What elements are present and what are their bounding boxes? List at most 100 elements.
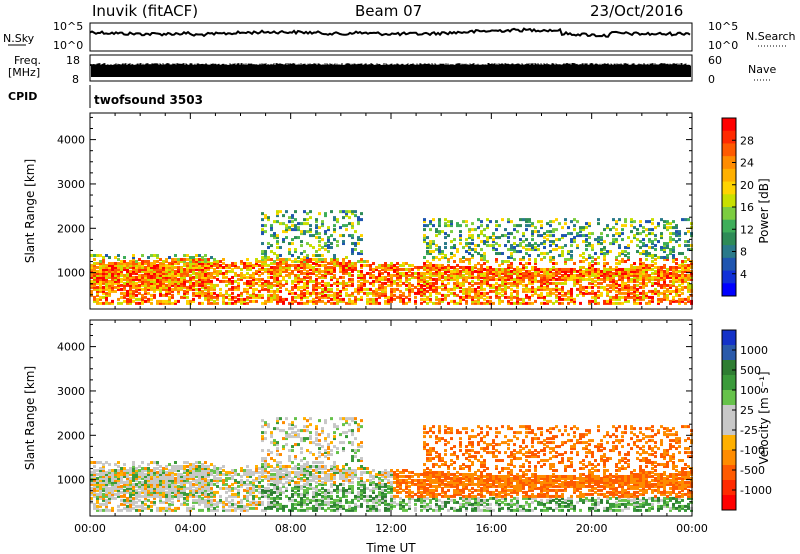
power-cell bbox=[153, 271, 156, 275]
power-cell bbox=[507, 271, 510, 275]
power-cell bbox=[483, 281, 486, 285]
power-cell bbox=[321, 283, 324, 287]
velocity-cell bbox=[129, 476, 132, 480]
velocity-cell bbox=[168, 492, 171, 496]
power-cell bbox=[306, 222, 309, 226]
power-cell bbox=[558, 222, 561, 226]
power-cell bbox=[465, 287, 468, 291]
velocity-cell bbox=[189, 480, 192, 484]
power-cell bbox=[198, 258, 201, 262]
power-cell bbox=[192, 265, 195, 269]
velocity-cell bbox=[261, 435, 264, 439]
power-cell bbox=[300, 277, 303, 281]
power-cell bbox=[483, 291, 486, 295]
velocity-cell bbox=[174, 492, 177, 496]
power-cell bbox=[225, 263, 228, 267]
velocity-cell bbox=[108, 482, 111, 486]
power-cell bbox=[336, 260, 339, 263]
power-cell bbox=[645, 283, 648, 287]
power-cell bbox=[630, 265, 633, 269]
power-cell bbox=[138, 297, 141, 301]
velocity-cell bbox=[171, 508, 174, 512]
power-cell bbox=[450, 230, 453, 234]
velocity-cell bbox=[147, 494, 150, 498]
power-cell bbox=[546, 287, 549, 291]
power-cell bbox=[483, 273, 486, 277]
velocity-cell bbox=[99, 478, 102, 482]
velocity-cell bbox=[285, 476, 288, 480]
power-cell bbox=[315, 224, 318, 228]
power-cell bbox=[540, 220, 543, 224]
power-cell bbox=[666, 228, 669, 232]
power-cell bbox=[618, 291, 621, 295]
power-cell bbox=[306, 242, 309, 246]
power-cell bbox=[261, 242, 264, 246]
power-cell bbox=[93, 258, 96, 262]
power-cell bbox=[564, 281, 567, 285]
power-cell bbox=[255, 269, 258, 273]
velocity-cell bbox=[174, 494, 177, 498]
power-cell bbox=[492, 301, 495, 305]
power-cell bbox=[579, 226, 582, 230]
power-cell bbox=[348, 279, 351, 283]
power-cell bbox=[243, 273, 246, 277]
velocity-cell bbox=[171, 490, 174, 494]
power-cell bbox=[255, 293, 258, 297]
power-cell bbox=[333, 301, 336, 305]
power-colorbar-swatch bbox=[722, 207, 736, 221]
power-cell bbox=[204, 271, 207, 275]
power-cell bbox=[324, 275, 327, 279]
power-cell bbox=[168, 267, 171, 271]
power-cell bbox=[105, 281, 108, 285]
power-cell bbox=[387, 267, 390, 271]
power-cell bbox=[201, 273, 204, 277]
power-cell bbox=[198, 254, 201, 258]
power-cell bbox=[114, 271, 117, 275]
velocity-cell bbox=[213, 506, 216, 510]
power-cell bbox=[423, 265, 426, 269]
velocity-cell bbox=[273, 476, 276, 480]
power-cell bbox=[399, 297, 402, 301]
power-cell bbox=[600, 250, 603, 254]
power-cell bbox=[195, 261, 198, 265]
power-cell bbox=[648, 252, 651, 256]
power-cell bbox=[597, 277, 600, 281]
power-cell bbox=[549, 267, 552, 271]
power-cell bbox=[582, 287, 585, 291]
power-cell bbox=[150, 273, 153, 277]
velocity-cell bbox=[147, 498, 150, 502]
power-cell bbox=[141, 263, 144, 267]
power-cell bbox=[243, 263, 246, 267]
power-cell bbox=[303, 271, 306, 275]
velocity-cell bbox=[285, 468, 288, 472]
velocity-cell bbox=[198, 486, 201, 490]
velocity-cell bbox=[234, 468, 237, 472]
power-cell bbox=[117, 267, 120, 271]
power-cell bbox=[396, 269, 399, 273]
power-cell bbox=[114, 273, 117, 277]
power-cell bbox=[330, 277, 333, 281]
power-cell bbox=[657, 265, 660, 269]
velocity-cell bbox=[117, 480, 120, 484]
velocity-cell bbox=[267, 504, 270, 508]
power-cell bbox=[201, 269, 204, 273]
power-cell bbox=[354, 261, 357, 265]
power-cell bbox=[357, 297, 360, 301]
power-cell bbox=[450, 224, 453, 228]
power-cell bbox=[276, 277, 279, 281]
power-cell bbox=[372, 275, 375, 279]
power-cell bbox=[312, 297, 315, 301]
power-cell bbox=[441, 265, 444, 269]
power-cell bbox=[219, 263, 222, 267]
power-cell bbox=[339, 234, 342, 238]
velocity-cell bbox=[111, 482, 114, 486]
power-cell bbox=[207, 261, 210, 265]
power-cell bbox=[306, 279, 309, 283]
power-cell bbox=[288, 220, 291, 224]
power-cell bbox=[549, 224, 552, 228]
power-cell bbox=[468, 291, 471, 295]
power-cell bbox=[489, 295, 492, 299]
power-cell bbox=[627, 279, 630, 283]
power-cell bbox=[564, 260, 567, 263]
power-cell bbox=[132, 285, 135, 289]
